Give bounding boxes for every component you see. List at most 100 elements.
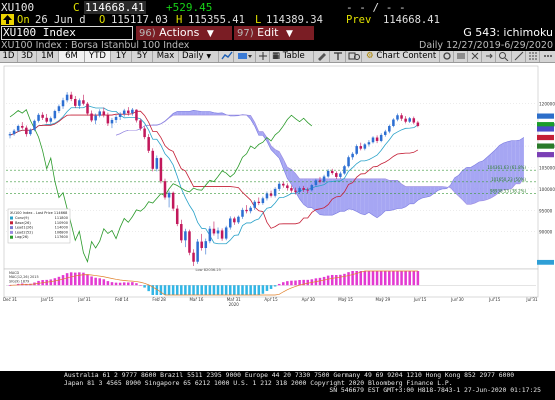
macd-bar (61, 275, 65, 286)
macd-bar (273, 285, 277, 287)
arrow-icon[interactable] (482, 51, 496, 62)
macd-bar (212, 285, 216, 295)
range-3d-button[interactable]: 3D (18, 51, 37, 62)
macd-bar (53, 278, 57, 286)
ichimoku-cloud (115, 110, 525, 219)
candle-body (286, 185, 289, 189)
ichimoku-chart[interactable]: 104361.63 (61.8%) 101650.23 (50%) 98938.53… (0, 63, 555, 371)
fibonacci-icon[interactable] (526, 51, 540, 62)
macd-bar (282, 282, 285, 286)
range-1d-button[interactable]: 1D (0, 51, 18, 62)
range-1y-button[interactable]: 1Y (111, 51, 132, 62)
crosshair-icon[interactable] (256, 51, 270, 62)
candle-body (163, 181, 167, 198)
cloud-segment (364, 178, 369, 215)
candle-body (53, 110, 57, 119)
more-icon[interactable] (540, 51, 555, 62)
cloud-segment (209, 111, 214, 116)
candle-body (167, 192, 171, 198)
base-line (9, 110, 419, 229)
macd-bar (143, 285, 146, 288)
cloud-segment (393, 180, 398, 210)
line-tool-icon[interactable] (512, 51, 526, 62)
candle-body (143, 128, 146, 138)
on-label: On (17, 14, 30, 26)
x-tick-label: Feb 14 (115, 297, 129, 302)
open-value: 115117.03 (111, 14, 168, 26)
zoom-icon[interactable] (496, 51, 512, 62)
candle-body (347, 157, 350, 167)
settings-icon[interactable] (440, 51, 454, 62)
frequency-dropdown[interactable]: Daily ▼ (179, 51, 219, 62)
macd-bar (400, 271, 403, 286)
text-icon[interactable] (330, 51, 346, 62)
cloud-segment (519, 137, 524, 184)
range-1m-button[interactable]: 1M (37, 51, 59, 62)
cloud-segment (189, 110, 194, 116)
cloud-segment (458, 170, 463, 201)
cloud-segment (303, 178, 308, 208)
range-5y-button[interactable]: 5Y (132, 51, 153, 62)
cloud-segment (279, 151, 284, 169)
candle-body (282, 183, 285, 186)
macd-bar (241, 285, 244, 295)
x-tick-label: Jun 30 (450, 297, 464, 302)
range-6m-button[interactable]: 6M (59, 51, 85, 62)
cloud-segment (197, 110, 202, 116)
macd-bar (224, 285, 228, 295)
up-arrow-icon (1, 14, 14, 25)
macd-bar (180, 285, 183, 295)
candle-body (118, 113, 122, 117)
y-tick-label: 100000 (539, 187, 555, 192)
fibonacci-label: 98938.53 (38.2%) (490, 188, 527, 193)
candle-body (110, 119, 114, 124)
cloud-segment (205, 111, 210, 116)
candle-body (159, 158, 163, 182)
candle-body (330, 170, 334, 174)
cloud-segment (340, 178, 345, 212)
macd-bar (86, 274, 89, 286)
annotate-icon[interactable] (314, 51, 330, 62)
table-button[interactable]: ▦ Table (270, 51, 314, 62)
cloud-segment (283, 158, 288, 179)
y-tick-label: 120000 (539, 101, 555, 106)
candle-body (69, 94, 73, 99)
candle-body (127, 110, 130, 114)
cloud-segment (507, 140, 512, 190)
candle-body (343, 166, 346, 174)
macd-bar (237, 285, 240, 295)
line-chart-icon[interactable] (220, 51, 234, 62)
macd-bar (57, 276, 61, 286)
candle-body (82, 100, 85, 104)
cloud-segment (360, 178, 365, 215)
candle-body (65, 94, 69, 101)
macd-bar (102, 279, 106, 286)
actions-menu-button[interactable]: 96) Actions ▼ (136, 26, 232, 40)
range-ytd-button[interactable]: YTD (85, 51, 111, 62)
macd-bar (110, 282, 114, 286)
macd-bar (220, 285, 224, 295)
expand-icon[interactable] (468, 51, 482, 62)
chart-content-button[interactable]: ⚙ Chart Content (362, 51, 440, 62)
edit-menu-button[interactable]: 97) Edit ▼ (234, 26, 314, 40)
edit-menu-label: Edit (257, 26, 279, 39)
price-tag (537, 126, 554, 132)
prev-value: 114668.41 (383, 14, 440, 26)
cloud-segment (373, 178, 378, 218)
x-tick-label: Feb 28 (152, 297, 166, 302)
fibonacci-label: 101650.23 (50%) (491, 177, 526, 182)
candle-body (335, 173, 338, 177)
shapes-icon[interactable] (346, 51, 362, 62)
chart-type-dropdown[interactable] (234, 51, 256, 62)
candle-body (375, 137, 379, 141)
cloud-segment (479, 160, 484, 202)
candle-body (90, 113, 93, 121)
macd-bar (65, 273, 69, 286)
security-input[interactable]: XU100 Index (1, 26, 133, 40)
cloud-segment (275, 149, 280, 159)
period-label: Daily (419, 40, 444, 51)
menu-icon[interactable] (454, 51, 468, 62)
macd-bar (106, 281, 110, 286)
range-max-button[interactable]: Max (153, 51, 179, 62)
candle-body (290, 188, 293, 191)
